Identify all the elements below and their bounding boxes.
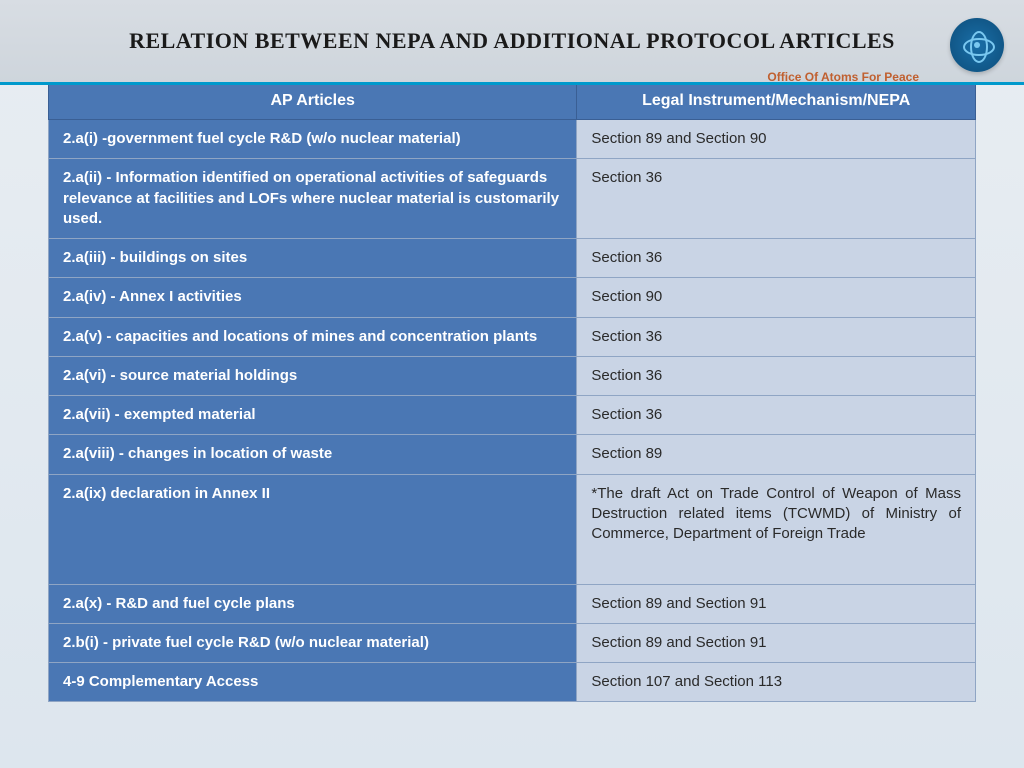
cell-ap-article: 2.a(viii) - changes in location of waste	[49, 435, 577, 474]
cell-ap-article: 4-9 Complementary Access	[49, 663, 577, 702]
table-row: 2.a(x) - R&D and fuel cycle plansSection…	[49, 584, 976, 623]
table-row: 2.a(ix) declaration in Annex II*The draf…	[49, 474, 976, 584]
cell-legal-instrument: Section 89 and Section 91	[577, 584, 976, 623]
page-title: RELATION BETWEEN NEPA AND ADDITIONAL PRO…	[20, 28, 1004, 54]
cell-ap-article: 2.a(iii) - buildings on sites	[49, 239, 577, 278]
cell-ap-article: 2.a(vi) - source material holdings	[49, 356, 577, 395]
table-row: 2.a(ii) - Information identified on oper…	[49, 159, 976, 239]
cell-ap-article: 2.a(x) - R&D and fuel cycle plans	[49, 584, 577, 623]
cell-ap-article: 2.a(v) - capacities and locations of min…	[49, 317, 577, 356]
relation-table: AP Articles Legal Instrument/Mechanism/N…	[48, 82, 976, 702]
table-row: 2.a(iii) - buildings on sitesSection 36	[49, 239, 976, 278]
table-container: AP Articles Legal Instrument/Mechanism/N…	[0, 82, 1024, 702]
cell-legal-instrument: Section 90	[577, 278, 976, 317]
table-row: 2.a(viii) - changes in location of waste…	[49, 435, 976, 474]
cell-legal-instrument: Section 89 and Section 90	[577, 120, 976, 159]
table-row: 2.a(vii) - exempted materialSection 36	[49, 396, 976, 435]
cell-ap-article: 2.a(ix) declaration in Annex II	[49, 474, 577, 584]
header-legal-instrument: Legal Instrument/Mechanism/NEPA	[577, 83, 976, 120]
cell-ap-article: 2.a(i) -government fuel cycle R&D (w/o n…	[49, 120, 577, 159]
table-row: 2.a(vi) - source material holdingsSectio…	[49, 356, 976, 395]
cell-legal-instrument: Section 36	[577, 317, 976, 356]
cell-legal-instrument: Section 36	[577, 159, 976, 239]
cell-legal-instrument: *The draft Act on Trade Control of Weapo…	[577, 474, 976, 584]
header-ap-articles: AP Articles	[49, 83, 577, 120]
atom-logo-icon	[950, 18, 1004, 72]
cell-legal-instrument: Section 36	[577, 396, 976, 435]
cell-legal-instrument: Section 36	[577, 239, 976, 278]
table-row: 2.b(i) - private fuel cycle R&D (w/o nuc…	[49, 623, 976, 662]
cell-legal-instrument: Section 36	[577, 356, 976, 395]
table-row: 2.a(iv) - Annex I activitiesSection 90	[49, 278, 976, 317]
cell-legal-instrument: Section 89	[577, 435, 976, 474]
header-bar: RELATION BETWEEN NEPA AND ADDITIONAL PRO…	[0, 0, 1024, 85]
table-header-row: AP Articles Legal Instrument/Mechanism/N…	[49, 83, 976, 120]
cell-legal-instrument: Section 107 and Section 113	[577, 663, 976, 702]
org-subtitle: Office Of Atoms For Peace	[767, 70, 919, 84]
table-row: 2.a(i) -government fuel cycle R&D (w/o n…	[49, 120, 976, 159]
table-row: 2.a(v) - capacities and locations of min…	[49, 317, 976, 356]
cell-ap-article: 2.b(i) - private fuel cycle R&D (w/o nuc…	[49, 623, 577, 662]
cell-ap-article: 2.a(vii) - exempted material	[49, 396, 577, 435]
cell-ap-article: 2.a(ii) - Information identified on oper…	[49, 159, 577, 239]
table-row: 4-9 Complementary AccessSection 107 and …	[49, 663, 976, 702]
cell-ap-article: 2.a(iv) - Annex I activities	[49, 278, 577, 317]
cell-legal-instrument: Section 89 and Section 91	[577, 623, 976, 662]
